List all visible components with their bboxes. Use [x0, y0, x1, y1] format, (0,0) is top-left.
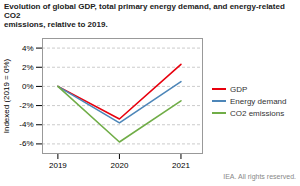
html-text:IEA. All rights reserved.: IEA. All rights reserved. [223, 172, 296, 180]
svg-text:-4%: -4% [19, 120, 33, 129]
svg-text:2021: 2021 [172, 161, 190, 170]
svg-text:-2%: -2% [19, 101, 33, 110]
html-text:Energy demand: Energy demand [230, 96, 287, 106]
svg-text:-6%: -6% [19, 139, 33, 148]
svg-text:2%: 2% [22, 62, 34, 71]
svg-text:0%: 0% [22, 82, 34, 91]
html-text:Evolution of global GDP, total: Evolution of global GDP, total primary e… [4, 2, 285, 21]
html-text:emissions, relative to 2019.: emissions, relative to 2019. [4, 20, 108, 30]
svg-text:2020: 2020 [111, 161, 129, 170]
svg-text:2019: 2019 [49, 161, 67, 170]
html-text:CO2 emissions: CO2 emissions [230, 108, 285, 118]
svg-text:4%: 4% [22, 43, 34, 52]
svg-text:Indexed (2019 = 0%): Indexed (2019 = 0%) [2, 58, 11, 133]
html-text:GDP: GDP [230, 84, 248, 94]
